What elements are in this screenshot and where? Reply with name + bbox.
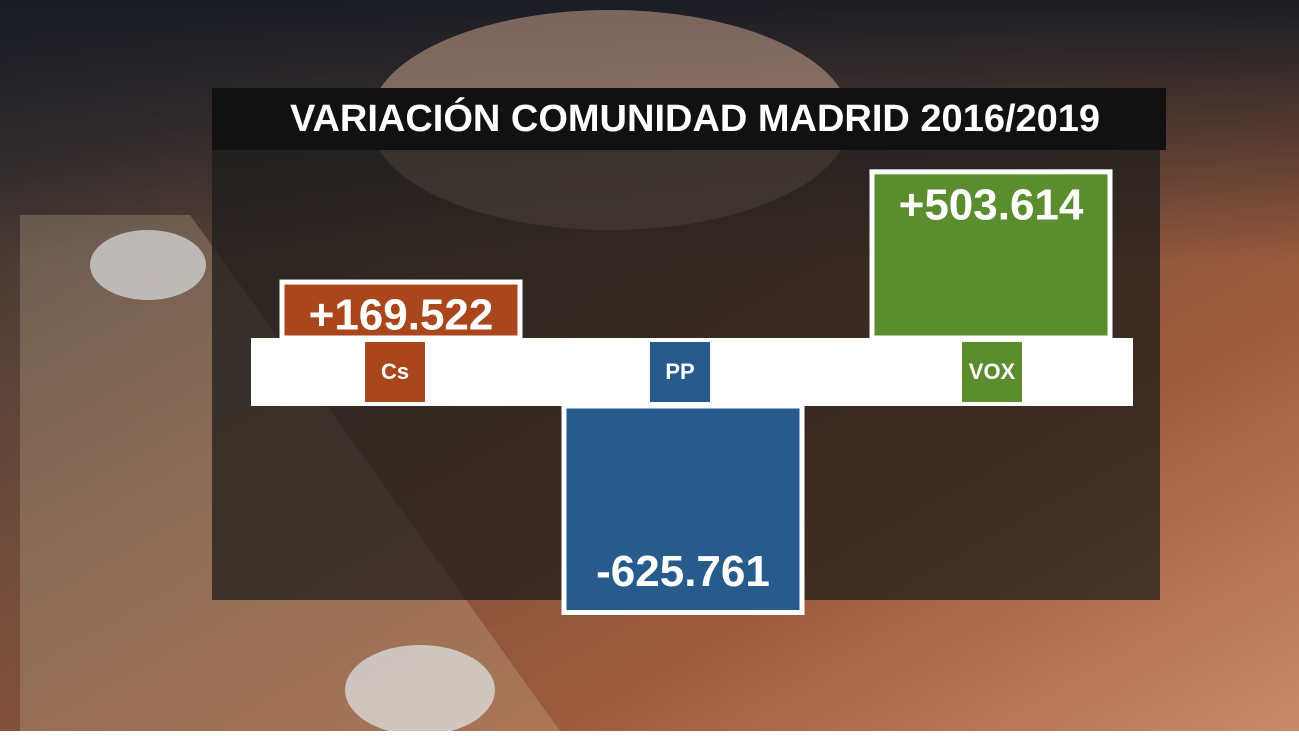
party-logo — [365, 342, 425, 402]
box-knob — [345, 645, 495, 735]
title-bar — [212, 88, 1166, 150]
category-label: PP — [665, 359, 694, 384]
logos: Cs PP VOX — [365, 342, 1022, 402]
bar — [279, 279, 523, 341]
box-knob — [90, 230, 206, 300]
category-label: Cs — [381, 359, 409, 384]
value-label: -625.761 — [596, 547, 770, 596]
value-label: +169.522 — [309, 291, 494, 340]
party-logo — [962, 342, 1022, 402]
bars: +169.522 -625.761 +503.614 — [279, 169, 1113, 616]
party-logo — [650, 342, 710, 402]
category-label: VOX — [969, 359, 1016, 384]
bar — [869, 169, 1113, 341]
chart-title: VARIACIÓN COMUNIDAD MADRID 2016/2019 — [290, 96, 1100, 140]
value-label: +503.614 — [899, 180, 1084, 229]
